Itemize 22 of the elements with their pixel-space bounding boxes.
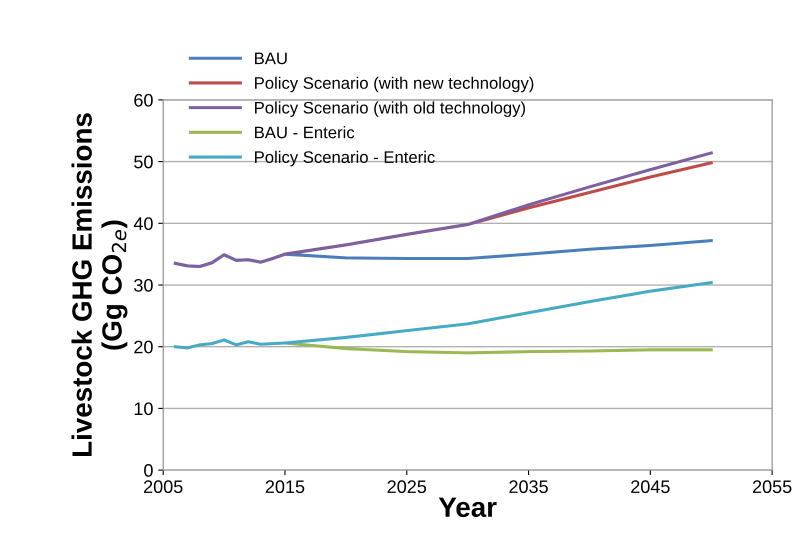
x-tick-label: 2035	[509, 480, 548, 494]
x-tick-label: 2055	[752, 480, 792, 494]
x-axis-title: Year	[438, 498, 497, 518]
x-tick-label: 2045	[631, 480, 670, 494]
y-axis-title: Livestock GHG Emissions (Gg CO$_{2e}$)	[71, 113, 128, 456]
legend-label: BAU - Enteric	[255, 126, 354, 138]
x-tick-label: 2015	[266, 480, 304, 494]
x-tick-label: 2025	[388, 480, 426, 494]
line-series	[174, 281, 713, 350]
y-tick-label: 10	[134, 402, 153, 416]
legend-label: Policy Scenario (with old technology)	[255, 101, 526, 117]
x-tick-label: 2005	[144, 480, 183, 494]
legend-label: BAU	[255, 52, 287, 64]
line-series	[174, 151, 713, 268]
y-tick-label: 20	[134, 340, 153, 354]
y-tick-label: 30	[134, 278, 153, 292]
y-tick-label: 40	[134, 217, 153, 230]
y-tick-label: 60	[134, 94, 153, 107]
legend-label: Policy Scenario - Enteric	[255, 150, 435, 166]
legend-label: Policy Scenario (with new technology)	[255, 76, 534, 92]
y-tick-label: 50	[134, 156, 153, 168]
y-tick-label: 0	[144, 464, 153, 477]
